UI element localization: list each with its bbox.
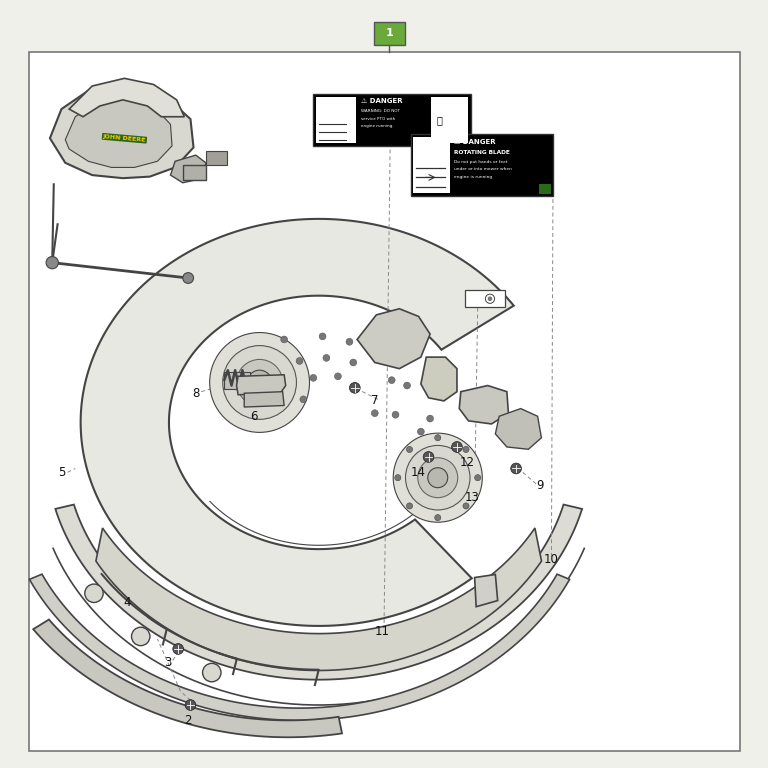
Circle shape [335,373,341,380]
Circle shape [84,584,103,602]
Circle shape [393,433,482,522]
Text: 2: 2 [184,714,192,727]
Circle shape [488,296,492,301]
Circle shape [323,355,330,362]
Circle shape [427,415,433,422]
Polygon shape [69,78,184,117]
Polygon shape [65,97,172,167]
Circle shape [418,458,458,498]
Text: 6: 6 [250,410,257,422]
Circle shape [350,359,357,366]
Circle shape [392,411,399,418]
Text: 14: 14 [411,466,426,478]
Text: Do not put hands or feet: Do not put hands or feet [454,160,508,164]
Circle shape [183,273,194,283]
Bar [313,94,471,146]
Text: ⚠ DANGER: ⚠ DANGER [361,98,402,104]
Text: 1: 1 [386,28,393,38]
Circle shape [423,452,434,462]
Text: 8: 8 [192,387,200,399]
Text: 11: 11 [374,625,389,637]
Circle shape [406,445,470,510]
Circle shape [300,396,307,403]
Polygon shape [237,375,286,395]
Text: 10: 10 [544,553,559,565]
Circle shape [173,644,184,654]
Circle shape [296,357,303,365]
Polygon shape [50,86,194,178]
Circle shape [406,446,412,452]
Bar [539,184,551,194]
Text: service PTO with: service PTO with [361,117,396,121]
Polygon shape [170,155,206,183]
Circle shape [319,333,326,339]
Bar [316,97,356,143]
Bar [183,165,206,180]
Circle shape [463,446,469,452]
Text: 3: 3 [164,656,171,668]
Circle shape [404,382,411,389]
Circle shape [203,664,221,682]
Circle shape [46,257,58,269]
Polygon shape [421,357,457,401]
Bar [224,372,250,389]
Text: JOHN DEERE: JOHN DEERE [103,134,146,143]
Circle shape [185,700,196,710]
Text: under or into mower when: under or into mower when [454,167,511,171]
Polygon shape [55,505,582,680]
Circle shape [371,410,378,416]
Polygon shape [96,528,541,670]
Text: ROTATING BLADE: ROTATING BLADE [454,150,510,155]
Circle shape [310,375,316,382]
Polygon shape [81,219,514,626]
Polygon shape [29,574,570,720]
Polygon shape [495,409,541,449]
Circle shape [428,468,448,488]
Text: 4: 4 [123,597,131,609]
Circle shape [237,359,283,406]
Circle shape [131,627,150,646]
Circle shape [388,376,395,384]
Polygon shape [244,392,284,407]
Bar [411,134,553,196]
Text: engine running.: engine running. [361,124,393,128]
Circle shape [223,346,296,419]
Text: 5: 5 [58,466,65,478]
Text: ⚠ DANGER: ⚠ DANGER [454,139,495,145]
Polygon shape [357,309,430,369]
Text: 12: 12 [459,456,475,468]
Bar [206,151,227,165]
Circle shape [452,442,462,452]
Circle shape [280,336,287,343]
Bar [465,290,505,307]
Text: engine is running: engine is running [454,175,492,179]
Bar [413,137,450,193]
Circle shape [395,475,401,481]
Circle shape [511,463,521,474]
Circle shape [435,515,441,521]
Circle shape [463,503,469,509]
Circle shape [269,398,276,405]
Circle shape [349,382,360,393]
Text: 9: 9 [536,479,544,492]
Polygon shape [459,386,508,424]
Circle shape [210,333,310,432]
Bar [374,22,405,45]
Circle shape [406,503,412,509]
Text: 13: 13 [465,492,480,504]
Circle shape [417,429,424,435]
Text: 🏃: 🏃 [436,115,442,125]
Circle shape [247,370,272,395]
Polygon shape [33,620,342,737]
Circle shape [475,475,481,481]
Circle shape [435,435,441,441]
Polygon shape [475,574,498,607]
Text: WARNING: DO NOT: WARNING: DO NOT [361,109,400,113]
Circle shape [346,338,353,346]
Circle shape [485,294,495,303]
Bar [431,97,468,143]
Text: 7: 7 [371,395,379,407]
